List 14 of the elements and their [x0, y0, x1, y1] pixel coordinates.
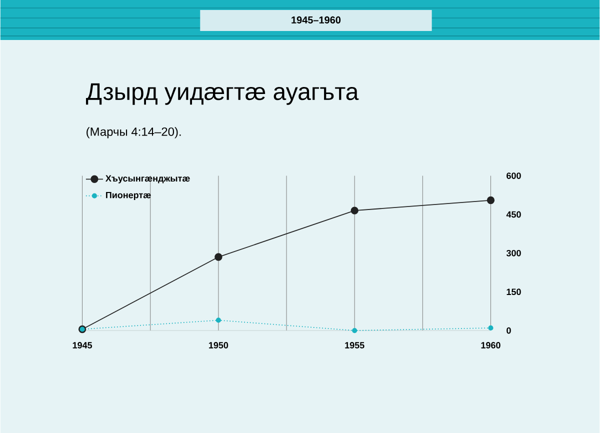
- y-tick-label: 150: [506, 288, 521, 295]
- y-tick-label: 450: [506, 211, 521, 218]
- chart-subtitle: (Марчы 4:14–20).: [86, 126, 181, 138]
- legend-label: Пионертæ: [106, 192, 151, 200]
- y-tick-label: 600: [506, 172, 521, 179]
- legend-label: Хъусынгæнджытæ: [106, 175, 190, 184]
- x-tick-label: 1945: [72, 342, 92, 348]
- x-tick-label: 1950: [209, 342, 228, 348]
- chart-title: Дзырд уидæгтæ ауагъта: [86, 83, 359, 105]
- y-tick-label: 0: [506, 327, 511, 334]
- x-tick-label: 1960: [481, 342, 500, 348]
- text: 1945–1960: [292, 16, 341, 24]
- y-tick-label: 300: [506, 250, 521, 256]
- x-tick-label: 1955: [345, 342, 364, 348]
